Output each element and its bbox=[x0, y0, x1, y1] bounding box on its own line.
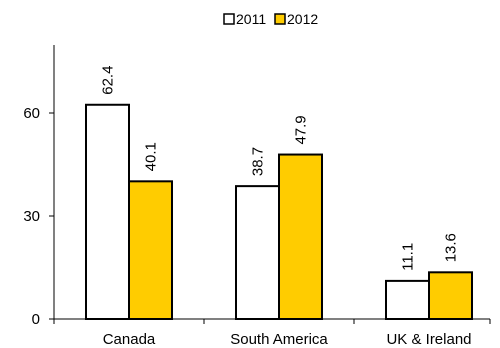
data-label: 62.4 bbox=[100, 66, 117, 95]
bar-2012-0 bbox=[128, 180, 173, 320]
legend-swatch-2012 bbox=[274, 13, 286, 25]
legend-swatch-2011 bbox=[223, 13, 235, 25]
y-tick-label: 30 bbox=[23, 208, 40, 225]
y-tick-label: 0 bbox=[32, 311, 40, 328]
bar-2011-1 bbox=[235, 185, 280, 320]
chart-data-labels: 62.4 40.1 38.7 47.9 11.1 13.6 bbox=[100, 66, 460, 271]
x-tick-label: South America bbox=[230, 331, 328, 348]
data-label: 40.1 bbox=[143, 142, 160, 171]
legend-label-2012: 2012 bbox=[287, 11, 318, 27]
legend-label-2011: 2011 bbox=[236, 11, 266, 27]
bar-2011-0 bbox=[85, 103, 130, 321]
x-tick-label: Canada bbox=[103, 331, 156, 348]
chart-legend: 2011 2012 bbox=[223, 11, 318, 27]
data-label: 47.9 bbox=[293, 115, 310, 144]
data-label: 11.1 bbox=[400, 243, 417, 271]
x-tick-label: UK & Ireland bbox=[386, 331, 471, 348]
chart-axes: 0 30 60 Canada South America UK & Ireland bbox=[23, 45, 491, 348]
bar-2011-2 bbox=[385, 279, 430, 321]
bar-2012-2 bbox=[428, 271, 473, 321]
data-label: 38.7 bbox=[250, 147, 267, 176]
chart-bars bbox=[85, 103, 473, 321]
bar-2012-1 bbox=[278, 153, 323, 320]
data-label: 13.6 bbox=[443, 233, 460, 262]
y-tick-label: 60 bbox=[23, 105, 40, 122]
